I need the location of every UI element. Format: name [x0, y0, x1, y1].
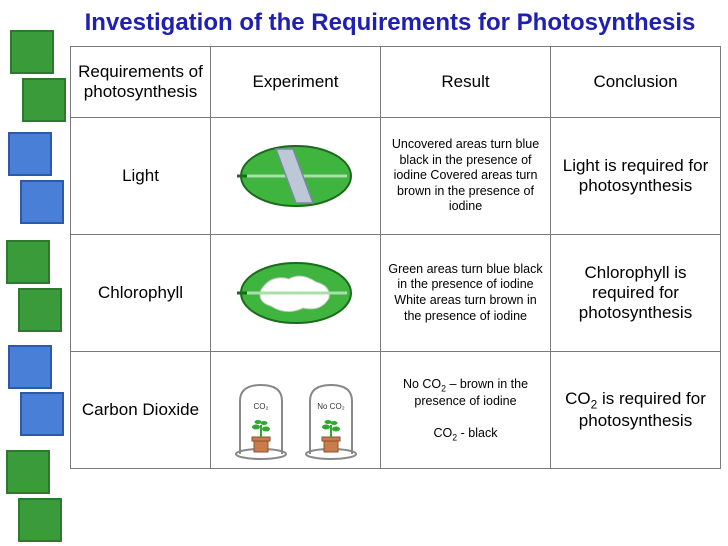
decorative-square [20, 392, 64, 436]
main-content: Investigation of the Requirements for Ph… [70, 8, 710, 469]
decorative-square [10, 30, 54, 74]
photosynthesis-table: Requirements of photosynthesisExperiment… [70, 46, 721, 469]
column-header: Experiment [211, 47, 381, 118]
decorative-square [18, 498, 62, 542]
table-row: Carbon Dioxide CO₂ No CO₂ No CO2 – br [71, 352, 721, 469]
experiment-cell [211, 235, 381, 352]
column-header: Result [381, 47, 551, 118]
conclusion-cell: CO2 is required for photosynthesis [551, 352, 721, 469]
column-header: Requirements of photosynthesis [71, 47, 211, 118]
table-row: Light Uncovered areas turn blue black in… [71, 118, 721, 235]
experiment-cell [211, 118, 381, 235]
column-header: Conclusion [551, 47, 721, 118]
decorative-square [8, 345, 52, 389]
decorative-square [8, 132, 52, 176]
decorative-square [6, 450, 50, 494]
result-cell: No CO2 – brown in the presence of iodine… [381, 352, 551, 469]
decorative-square [20, 180, 64, 224]
requirement-cell: Light [71, 118, 211, 235]
experiment-cell: CO₂ No CO₂ [211, 352, 381, 469]
conclusion-cell: Light is required for photosynthesis [551, 118, 721, 235]
decorative-square [18, 288, 62, 332]
conclusion-cell: Chlorophyll is required for photosynthes… [551, 235, 721, 352]
table-row: Chlorophyll Green areas turn blue black … [71, 235, 721, 352]
svg-text:No CO₂: No CO₂ [317, 402, 345, 411]
bell-jar: CO₂ [232, 379, 290, 464]
decorative-sidebar [0, 0, 60, 546]
page-title: Investigation of the Requirements for Ph… [70, 8, 710, 38]
svg-text:CO₂: CO₂ [253, 402, 268, 411]
bell-jar: No CO₂ [302, 379, 360, 464]
decorative-square [6, 240, 50, 284]
decorative-square [22, 78, 66, 122]
requirement-cell: Chlorophyll [71, 235, 211, 352]
result-cell: Green areas turn blue black in the prese… [381, 235, 551, 352]
result-cell: Uncovered areas turn blue black in the p… [381, 118, 551, 235]
requirement-cell: Carbon Dioxide [71, 352, 211, 469]
